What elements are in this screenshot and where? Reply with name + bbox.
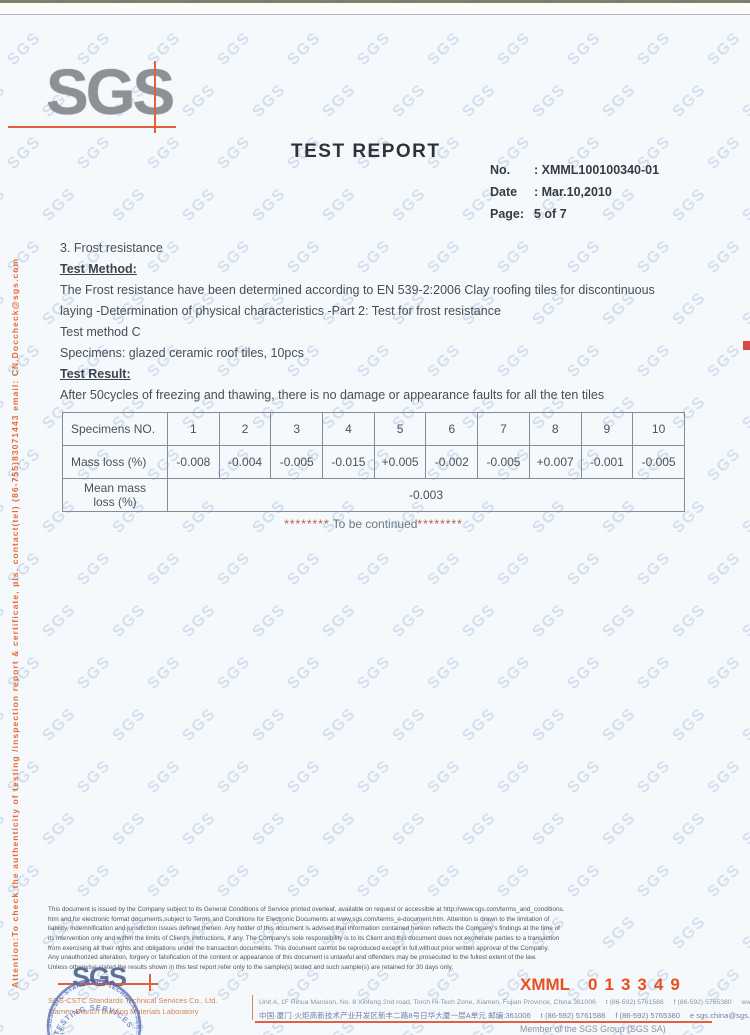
legal-disclaimer: This document is issued by the Company s… bbox=[48, 905, 708, 973]
report-number-label: No. bbox=[490, 163, 511, 177]
report-meta: No. : XMML100100340-01 Date : Mar.10,201… bbox=[490, 163, 659, 229]
report-page-row: Page: 5 of 7 bbox=[490, 207, 659, 229]
address-chinese: 中国·厦门·火炬高新技术产业开发区新丰二路8号日华大厦一层A单元 邮编:3610… bbox=[259, 1011, 531, 1020]
to-be-continued-line: ******** To be continued******** bbox=[62, 517, 685, 531]
table-row-mean-mass-loss: Mean mass loss (%) -0.003 bbox=[62, 478, 685, 512]
address-english: Unit A, 1F Rihua Mansion, No. 8 Xinfeng … bbox=[259, 999, 596, 1006]
scan-artifact-red-tick bbox=[743, 341, 750, 350]
legal-disclaimer-line: htm and,for electronic format documents,… bbox=[48, 915, 550, 923]
laboratory-round-stamp: SGS-CSTC STANDARDS TECHNICAL SERVICES CO… bbox=[35, 966, 150, 1035]
logo-crop-mark-vertical bbox=[154, 61, 156, 133]
mass-loss-value-cell: -0.004 bbox=[218, 445, 272, 479]
mass-loss-value-cell: -0.005 bbox=[270, 445, 324, 479]
address-english-fax: f (86-592) 5765380 bbox=[673, 999, 732, 1006]
test-result-heading-text: Test Result: bbox=[60, 367, 131, 381]
result-summary-line: After 50cycles of freezing and thawing, … bbox=[60, 388, 605, 402]
specimen-number-cell: 9 bbox=[580, 412, 634, 446]
mass-loss-label-cell: Mass loss (%) bbox=[62, 445, 168, 479]
address-block: Unit A, 1F Rihua Mansion, No. 8 Xinfeng … bbox=[259, 996, 750, 1022]
mass-loss-value-cell: +0.007 bbox=[528, 445, 582, 479]
stamp-svg: SGS-CSTC STANDARDS TECHNICAL SERVICES CO… bbox=[35, 966, 142, 1035]
address-divider-line bbox=[252, 995, 253, 1020]
address-row-chinese: 中国·厦门·火炬高新技术产业开发区新丰二路8号日华大厦一层A单元 邮编:3610… bbox=[259, 1009, 750, 1022]
serial-prefix: XMML bbox=[520, 975, 571, 994]
address-english-tel: t (86-592) 5761588 bbox=[605, 999, 664, 1006]
specimens-no-header-cell: Specimens NO. bbox=[62, 412, 168, 446]
mass-loss-value-cell: -0.002 bbox=[425, 445, 479, 479]
report-title: TEST REPORT bbox=[291, 141, 441, 162]
logo-crop-mark-horizontal bbox=[8, 126, 176, 128]
section-heading: 3. Frost resistance bbox=[60, 241, 163, 255]
report-date-value: : Mar.10,2010 bbox=[534, 185, 612, 199]
test-method-heading: Test Method: bbox=[60, 259, 692, 280]
sgs-group-member-text: Member of the SGS Group (SGS SA) bbox=[520, 1024, 666, 1034]
mean-label-line2: loss (%) bbox=[93, 495, 137, 509]
mass-loss-value-cell: -0.005 bbox=[477, 445, 530, 479]
mass-loss-value-cell: -0.005 bbox=[632, 445, 685, 479]
address-chinese-tel: t (86-592) 5761588 bbox=[540, 1011, 606, 1020]
mass-loss-value-cell: -0.015 bbox=[322, 445, 375, 479]
report-date-label: Date bbox=[490, 185, 518, 199]
specimen-number-cell: 10 bbox=[632, 412, 685, 446]
specimen-number-cell: 1 bbox=[167, 412, 220, 446]
legal-disclaimer-line: its intervention only and within the lim… bbox=[48, 935, 560, 943]
report-page-value: 5 of 7 bbox=[534, 207, 567, 221]
legal-disclaimer-line: This document is issued by the Company s… bbox=[48, 906, 565, 913]
legal-disclaimer-line: Any unauthorized alteration, forgery or … bbox=[48, 954, 537, 962]
mass-loss-value-cell: -0.008 bbox=[167, 445, 220, 479]
table-row-mass-loss: Mass loss (%) -0.008 -0.004 -0.005 -0.015 +0… bbox=[62, 445, 685, 479]
specimen-number-cell: 8 bbox=[528, 412, 582, 446]
authenticity-side-note: Attention:To check the authenticity of t… bbox=[10, 257, 20, 988]
sgs-logo: SGS bbox=[46, 56, 175, 128]
company-name-line2: Xiamen Branch Building Materials Laborat… bbox=[48, 1007, 199, 1016]
report-date-row: Date : Mar.10,2010 bbox=[490, 185, 659, 207]
serial-number: XMML 013349 bbox=[520, 975, 687, 995]
mean-mass-loss-value-cell: -0.003 bbox=[167, 478, 685, 512]
specimen-number-cell: 6 bbox=[425, 412, 479, 446]
specimen-number-cell: 7 bbox=[477, 412, 530, 446]
scan-artifact-top-edge bbox=[0, 0, 750, 3]
specimens-line: Specimens: glazed ceramic roof tiles, 10… bbox=[60, 346, 304, 360]
report-page-label: Page: bbox=[490, 207, 525, 221]
report-number-value: : XMML100100340-01 bbox=[534, 163, 660, 177]
specimen-number-cell: 5 bbox=[373, 412, 427, 446]
legal-disclaimer-line: liability, indemnification and jurisdict… bbox=[48, 925, 560, 933]
mean-mass-loss-label-cell: Mean mass loss (%) bbox=[62, 478, 168, 512]
continued-text: To be continued bbox=[329, 517, 418, 531]
method-paragraph-line2: laying -Determination of physical charac… bbox=[60, 304, 501, 318]
mass-loss-value-cell: +0.005 bbox=[373, 445, 427, 479]
address-row-english: Unit A, 1F Rihua Mansion, No. 8 Xinfeng … bbox=[259, 996, 750, 1009]
address-chinese-fax: f (86-592) 5765380 bbox=[615, 1011, 680, 1020]
serial-digits: 013349 bbox=[588, 975, 687, 994]
specimen-number-cell: 2 bbox=[218, 412, 272, 446]
report-body: 3. Frost resistance Test Method: The Fro… bbox=[60, 238, 692, 406]
address-chinese-email: e sgs.china@sgs.com bbox=[689, 1011, 750, 1020]
method-paragraph-line1: The Frost resistance have been determine… bbox=[60, 283, 655, 297]
results-table: Specimens NO. 1 2 3 4 5 6 7 8 9 10 Mass loss (%) … bbox=[62, 412, 685, 512]
report-number-row: No. : XMML100100340-01 bbox=[490, 163, 659, 185]
footer-logo-crop-mark-vertical bbox=[149, 974, 151, 991]
continued-stars-left: ******** bbox=[284, 517, 330, 531]
address-english-web: www.cn.sgs.com bbox=[741, 999, 750, 1006]
legal-disclaimer-line: Unless otherwise stated the results show… bbox=[48, 964, 454, 972]
mean-label-line1: Mean mass bbox=[83, 481, 147, 495]
footer-logo-crop-mark-horizontal bbox=[58, 983, 158, 985]
method-c-line: Test method C bbox=[60, 325, 141, 339]
stamp-arc-bottom-text: XIAMEN BRANCH bbox=[58, 1028, 104, 1035]
address-underline bbox=[255, 1021, 712, 1023]
table-row-specimen-numbers: Specimens NO. 1 2 3 4 5 6 7 8 9 10 bbox=[62, 412, 685, 446]
svg-text:XIAMEN BRANCH: XIAMEN BRANCH bbox=[58, 1028, 105, 1035]
scan-artifact-band bbox=[0, 3, 750, 14]
continued-stars-right: ******** bbox=[417, 517, 463, 531]
test-result-heading: Test Result: bbox=[60, 364, 692, 385]
mass-loss-value-cell: -0.001 bbox=[580, 445, 634, 479]
scan-artifact-line bbox=[0, 14, 750, 15]
test-method-heading-text: Test Method: bbox=[60, 262, 137, 276]
specimen-number-cell: 4 bbox=[322, 412, 375, 446]
legal-disclaimer-line: from exercising all their rights and obl… bbox=[48, 944, 549, 952]
specimen-number-cell: 3 bbox=[270, 412, 324, 446]
